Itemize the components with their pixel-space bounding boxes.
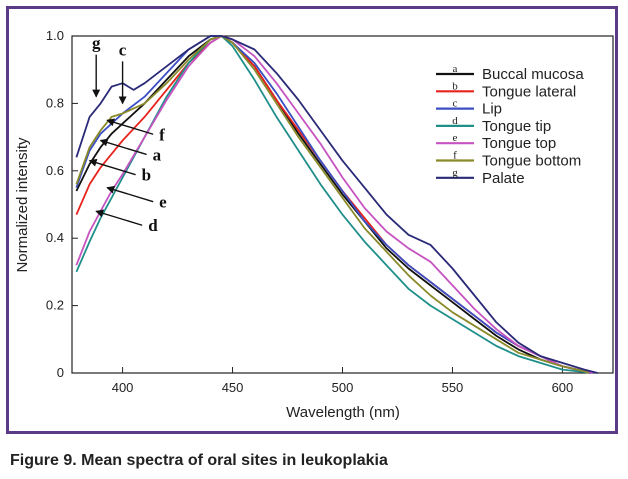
y-tick-label: 0 — [57, 365, 64, 380]
series-line-a — [75, 35, 592, 374]
annotation-arrow-f — [106, 118, 154, 135]
annotation-arrow-e — [106, 185, 154, 203]
x-tick-label: 500 — [332, 380, 354, 395]
annotation-arrow-d — [95, 209, 143, 226]
y-tick-label: 0.4 — [46, 230, 64, 245]
annotation-label-f: f — [159, 125, 165, 144]
legend-label-d: Tongue tip — [482, 118, 551, 135]
annotation-label-d: d — [148, 216, 158, 235]
annotation-arrow-a — [99, 138, 147, 156]
x-tick-label: 450 — [222, 380, 244, 395]
x-axis-title: Wavelength (nm) — [286, 404, 400, 421]
legend-label-g: Palate — [482, 170, 525, 187]
y-tick-label: 1.0 — [46, 28, 64, 43]
figure-frame — [6, 6, 618, 434]
legend-label-f: Tongue bottom — [482, 153, 581, 170]
annotation-label-a: a — [153, 145, 162, 164]
legend-key-e: e — [453, 132, 458, 144]
legend-label-b: Tongue lateral — [482, 83, 576, 100]
legend-key-d: d — [452, 115, 458, 127]
annotation-label-g: g — [92, 34, 101, 53]
x-tick-label: 400 — [112, 380, 134, 395]
series-line-c — [75, 35, 592, 374]
legend-key-b: b — [452, 80, 458, 92]
y-axis-title: Normalized intensity — [14, 137, 31, 273]
y-tick-label: 0.6 — [46, 163, 64, 178]
legend-key-a: a — [453, 63, 458, 75]
legend-label-a: Buccal mucosa — [482, 66, 584, 83]
series-line-f — [75, 35, 590, 374]
annotation-arrow-b — [88, 158, 136, 176]
y-tick-label: 0.8 — [46, 95, 64, 110]
x-tick-label: 550 — [442, 380, 464, 395]
axis-ticks: 400 450 500 550 600 0 0.2 0.4 0.6 0.8 1.0 — [46, 28, 573, 395]
figure-caption: Figure 9. Mean spectra of oral sites in … — [10, 452, 388, 469]
legend: a Buccal mucosa b Tongue lateral c Lip d Tongue… — [436, 63, 584, 187]
legend-label-c: Lip — [482, 101, 502, 118]
legend-label-e: Tongue top — [482, 135, 556, 152]
series-line-e — [75, 35, 594, 374]
x-tick-label: 600 — [552, 380, 574, 395]
series-line-g — [75, 35, 598, 374]
annotation-label-e: e — [159, 193, 167, 212]
annotation-label-b: b — [142, 166, 151, 185]
annotation-label-c: c — [119, 40, 127, 59]
y-tick-label: 0.2 — [46, 298, 64, 313]
legend-key-c: c — [453, 98, 458, 110]
legend-key-f: f — [453, 150, 457, 162]
legend-key-g: g — [452, 167, 458, 179]
